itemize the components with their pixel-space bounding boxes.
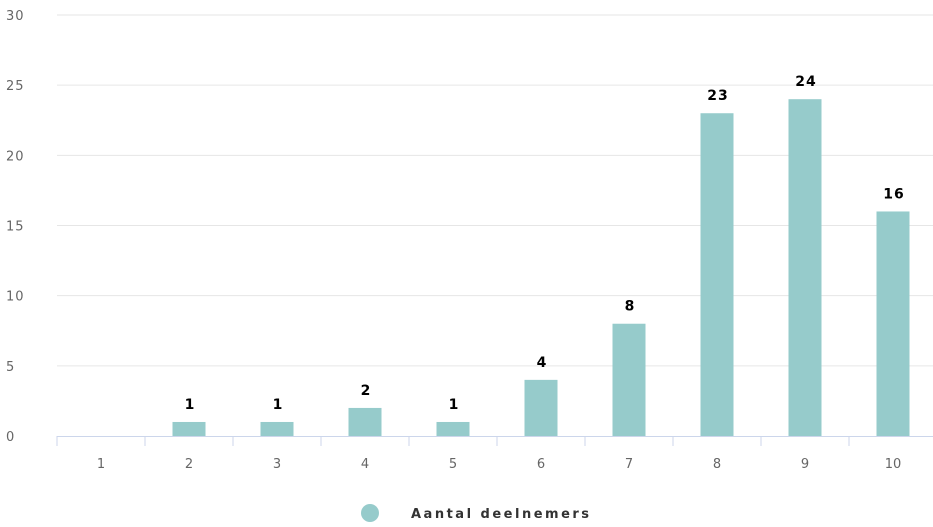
x-tick-label: 10 — [885, 457, 902, 472]
x-axis: 1 2 3 4 5 6 7 8 9 10 — [56, 436, 933, 472]
bars — [172, 99, 910, 436]
data-label: 24 — [795, 74, 816, 90]
data-label: 1 — [273, 397, 284, 413]
x-tick-label: 5 — [449, 457, 457, 472]
x-tick-label: 4 — [361, 457, 369, 472]
y-tick-label: 15 — [6, 220, 25, 235]
y-tick-label: 0 — [6, 430, 15, 445]
x-tick-label: 3 — [273, 457, 281, 472]
data-label: 8 — [625, 299, 636, 315]
bar[interactable] — [788, 99, 822, 436]
y-tick-label: 10 — [6, 290, 25, 305]
legend-marker[interactable] — [361, 504, 379, 522]
bar[interactable] — [612, 323, 646, 436]
bar[interactable] — [260, 421, 294, 436]
x-tick-label: 6 — [537, 457, 545, 472]
bar[interactable] — [876, 211, 910, 436]
y-axis: 0 5 10 15 20 25 30 — [6, 9, 25, 445]
x-tick-label: 9 — [801, 457, 809, 472]
bar[interactable] — [436, 421, 470, 436]
bar[interactable] — [172, 421, 206, 436]
data-label: 2 — [361, 383, 372, 399]
y-tick-label: 20 — [6, 149, 25, 164]
data-labels: 1 1 2 1 4 8 23 24 16 — [185, 74, 904, 413]
bar[interactable] — [700, 113, 734, 436]
y-tick-label: 5 — [6, 360, 15, 375]
bar[interactable] — [348, 407, 382, 436]
data-label: 1 — [449, 397, 460, 413]
data-label: 16 — [883, 186, 904, 202]
x-tick-label: 8 — [713, 457, 721, 472]
legend-label[interactable]: Aantal deelnemers — [411, 507, 592, 522]
legend[interactable]: Aantal deelnemers — [361, 504, 592, 522]
y-tick-label: 30 — [6, 9, 25, 24]
x-tick-label: 1 — [97, 457, 105, 472]
x-tick-label: 7 — [625, 457, 633, 472]
y-tick-label: 25 — [6, 79, 25, 94]
data-label: 4 — [537, 355, 548, 371]
data-label: 23 — [707, 88, 728, 104]
data-label: 1 — [185, 397, 196, 413]
x-tick-label: 2 — [185, 457, 193, 472]
bar[interactable] — [524, 379, 558, 436]
